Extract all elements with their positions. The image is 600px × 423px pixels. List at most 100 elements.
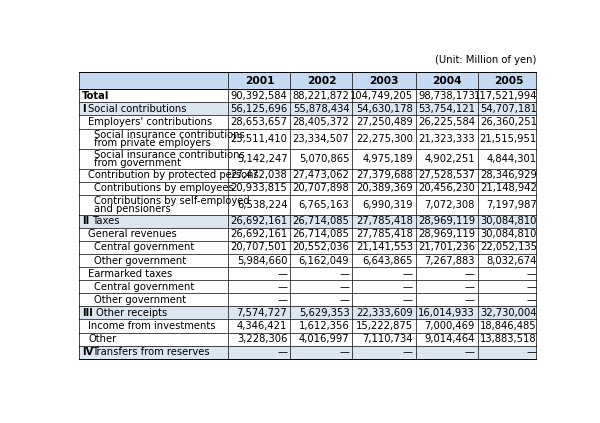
Text: III: III (82, 308, 93, 318)
Text: —: — (277, 347, 287, 357)
Text: 27,472,038: 27,472,038 (230, 170, 287, 180)
Text: 27,379,688: 27,379,688 (356, 170, 413, 180)
Text: 20,707,501: 20,707,501 (230, 242, 287, 253)
Text: 2003: 2003 (370, 76, 399, 86)
Text: 22,052,135: 22,052,135 (480, 242, 537, 253)
Text: 90,392,584: 90,392,584 (230, 91, 287, 101)
Bar (79, 228, 536, 241)
Text: Earmarked taxes: Earmarked taxes (88, 269, 172, 279)
Text: Other government: Other government (94, 295, 187, 305)
Text: Central government: Central government (94, 242, 194, 253)
Text: Contributions by self-employed: Contributions by self-employed (94, 196, 250, 206)
Bar (79, 267, 536, 280)
Text: 7,574,727: 7,574,727 (236, 308, 287, 318)
Text: 26,714,085: 26,714,085 (292, 229, 349, 239)
Text: Other: Other (88, 334, 116, 344)
Text: and pensioners: and pensioners (94, 204, 171, 214)
Text: 26,714,085: 26,714,085 (292, 216, 349, 226)
Text: 21,515,951: 21,515,951 (479, 134, 537, 143)
Bar (79, 332, 536, 346)
Bar (79, 195, 536, 215)
Bar (79, 102, 536, 115)
Text: —: — (403, 295, 413, 305)
Text: 6,990,319: 6,990,319 (362, 200, 413, 210)
Text: —: — (403, 347, 413, 357)
Text: 2002: 2002 (307, 76, 336, 86)
Text: General revenues: General revenues (88, 229, 177, 239)
Text: 5,629,353: 5,629,353 (299, 308, 349, 318)
Text: 21,148,942: 21,148,942 (480, 183, 537, 193)
Text: 27,528,537: 27,528,537 (418, 170, 475, 180)
Text: 4,346,421: 4,346,421 (237, 321, 287, 331)
Bar (79, 346, 536, 359)
Text: 13,883,518: 13,883,518 (480, 334, 537, 344)
Text: 2001: 2001 (245, 76, 274, 86)
Text: 16,014,933: 16,014,933 (418, 308, 475, 318)
Text: 28,346,929: 28,346,929 (480, 170, 537, 180)
Text: 28,405,372: 28,405,372 (293, 117, 349, 127)
Text: 26,692,161: 26,692,161 (230, 216, 287, 226)
Text: 53,754,121: 53,754,121 (418, 104, 475, 114)
Text: 7,110,734: 7,110,734 (362, 334, 413, 344)
Text: 20,389,369: 20,389,369 (356, 183, 413, 193)
Text: —: — (403, 269, 413, 279)
Text: 5,142,247: 5,142,247 (237, 154, 287, 164)
Text: —: — (465, 295, 475, 305)
Text: 56,125,696: 56,125,696 (230, 104, 287, 114)
Text: Other receipts: Other receipts (96, 308, 167, 318)
Bar (79, 169, 536, 181)
Text: 20,552,036: 20,552,036 (292, 242, 349, 253)
Text: 4,844,301: 4,844,301 (487, 154, 537, 164)
Text: 22,333,609: 22,333,609 (356, 308, 413, 318)
Text: 27,785,418: 27,785,418 (356, 229, 413, 239)
Text: I: I (82, 104, 86, 114)
Text: 3,228,306: 3,228,306 (237, 334, 287, 344)
Bar (79, 181, 536, 195)
Text: 20,933,815: 20,933,815 (230, 183, 287, 193)
Text: 27,785,418: 27,785,418 (356, 216, 413, 226)
Bar (79, 293, 536, 306)
Text: 20,456,230: 20,456,230 (418, 183, 475, 193)
Text: 28,969,119: 28,969,119 (418, 229, 475, 239)
Text: Central government: Central government (94, 282, 194, 292)
Text: 6,643,865: 6,643,865 (362, 255, 413, 266)
Bar (79, 319, 536, 332)
Text: 2004: 2004 (432, 76, 462, 86)
Text: 32,730,004: 32,730,004 (481, 308, 537, 318)
Text: —: — (527, 269, 537, 279)
Text: —: — (277, 282, 287, 292)
Text: 54,630,178: 54,630,178 (356, 104, 413, 114)
Text: —: — (465, 282, 475, 292)
Text: Contributions by employees: Contributions by employees (94, 183, 234, 193)
Text: Total: Total (82, 91, 109, 101)
Text: 30,084,810: 30,084,810 (481, 229, 537, 239)
Bar (79, 215, 536, 228)
Text: —: — (340, 295, 349, 305)
Text: 88,221,872: 88,221,872 (292, 91, 349, 101)
Text: 7,072,308: 7,072,308 (425, 200, 475, 210)
Text: 15,222,875: 15,222,875 (356, 321, 413, 331)
Text: IV: IV (82, 347, 94, 357)
Bar (79, 72, 536, 89)
Text: II: II (82, 216, 89, 226)
Text: —: — (340, 347, 349, 357)
Text: —: — (465, 269, 475, 279)
Text: (Unit: Million of yen): (Unit: Million of yen) (435, 55, 536, 65)
Text: 26,360,251: 26,360,251 (480, 117, 537, 127)
Text: 8,032,674: 8,032,674 (487, 255, 537, 266)
Text: Social insurance contributions: Social insurance contributions (94, 129, 245, 140)
Text: 30,084,810: 30,084,810 (481, 216, 537, 226)
Text: —: — (527, 282, 537, 292)
Text: 6,765,163: 6,765,163 (299, 200, 349, 210)
Text: from private employers: from private employers (94, 137, 211, 148)
Text: 27,250,489: 27,250,489 (356, 117, 413, 127)
Text: Income from investments: Income from investments (88, 321, 215, 331)
Text: 28,653,657: 28,653,657 (230, 117, 287, 127)
Text: 22,275,300: 22,275,300 (356, 134, 413, 143)
Text: 21,141,553: 21,141,553 (356, 242, 413, 253)
Text: 7,197,987: 7,197,987 (486, 200, 537, 210)
Bar (79, 115, 536, 129)
Text: 26,692,161: 26,692,161 (230, 229, 287, 239)
Text: —: — (527, 347, 537, 357)
Text: Transfers from reserves: Transfers from reserves (92, 347, 209, 357)
